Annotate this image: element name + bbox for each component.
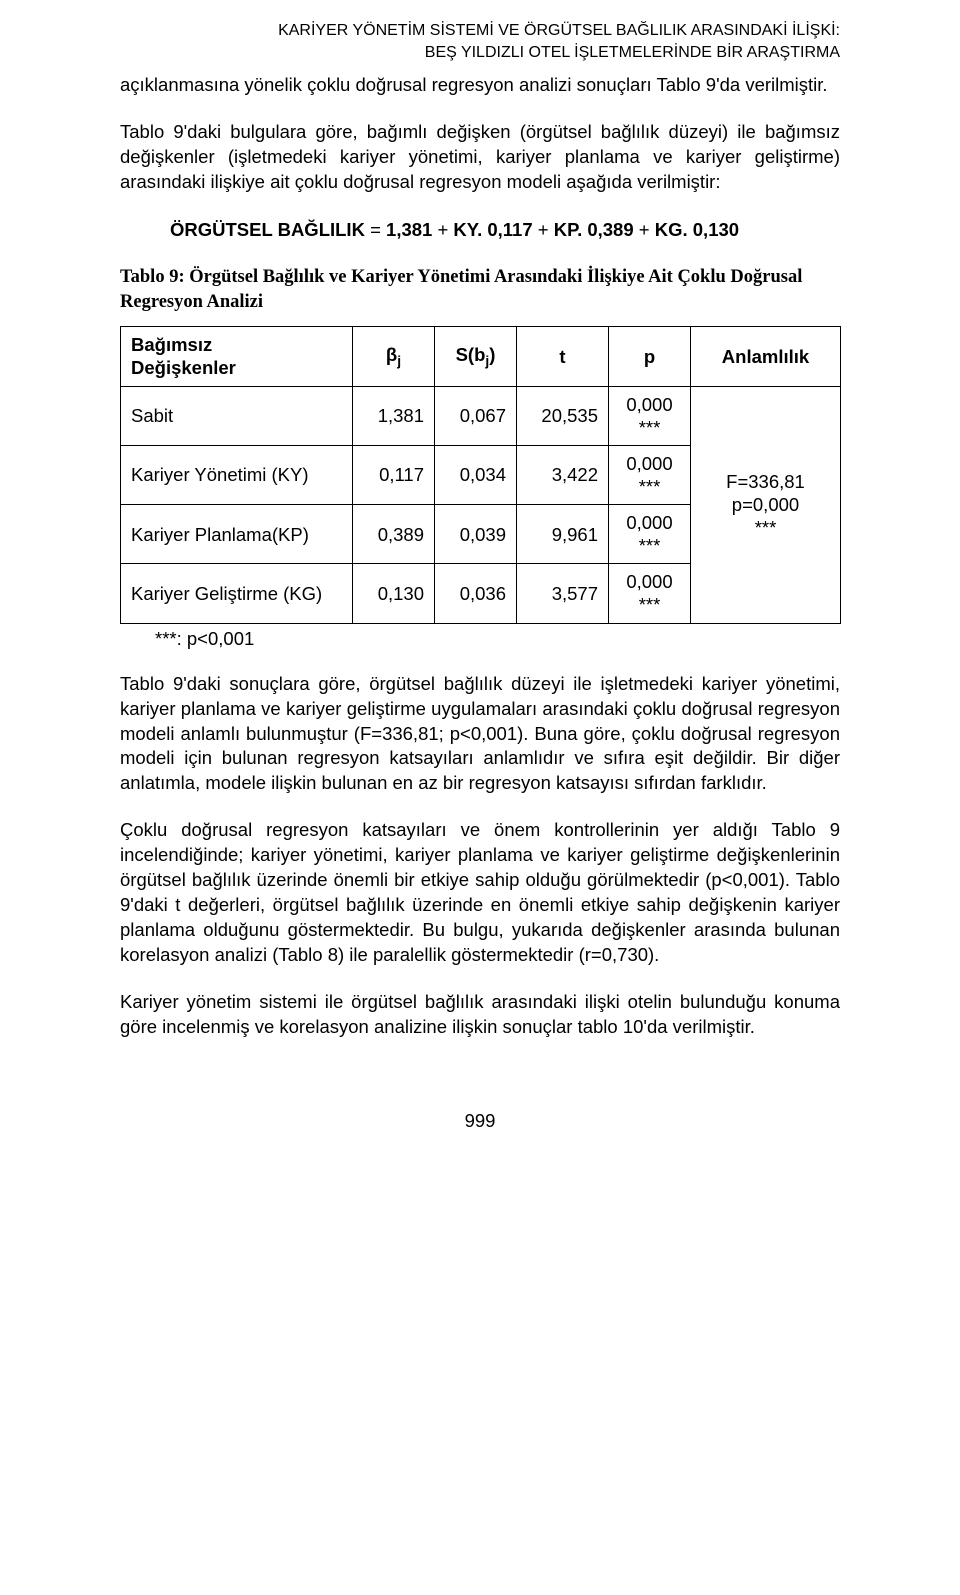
table9-col-vars: Bağımsız Değişkenler [121,327,353,386]
paragraph-2: Tablo 9'daki bulgulara göre, bağımlı değ… [120,120,840,195]
table9-col-t: t [517,327,609,386]
running-header: KARİYER YÖNETİM SİSTEMİ VE ÖRGÜTSEL BAĞL… [120,20,840,65]
table9-row-ky-p-stars: *** [639,476,661,497]
table9-row-kp-label: Kariyer Planlama(KP) [121,505,353,564]
table9-row-kp-sb: 0,039 [435,505,517,564]
table9-row-ky-p: 0,000 *** [609,445,691,504]
table9-sig-cell: F=336,81 p=0,000 *** [691,386,841,623]
table9-row-kp-beta: 0,389 [353,505,435,564]
table9-row-sabit-sb: 0,067 [435,386,517,445]
table9: Bağımsız Değişkenler βj S(bj) t p Anlaml… [120,326,841,623]
table9-sig-stars: *** [755,517,777,538]
table9-col-sb: S(bj) [435,327,517,386]
eq-coef-2: 0,389 [587,219,633,240]
eq-sep-2: . [577,219,587,240]
eq-coef-1: 0,117 [487,219,532,240]
table9-col-vars-line1: Bağımsız [131,334,212,355]
regression-equation: ÖRGÜTSEL BAĞLILIK = 1,381 + KY. 0,117 + … [170,217,840,243]
table9-row-kp-p-stars: *** [639,535,661,556]
table9-caption: Tablo 9: Örgütsel Bağlılık ve Kariyer Yö… [120,265,840,317]
paragraph-3: Tablo 9'daki sonuçlara göre, örgütsel ba… [120,672,840,797]
eq-plus-1: + [432,219,453,240]
table9-col-beta-prefix: β [386,344,397,365]
eq-coef-3: 0,130 [693,219,739,240]
table9-row-sabit-p-num: 0,000 [626,394,672,415]
paragraph-4: Çoklu doğrusal regresyon katsayıları ve … [120,818,840,968]
running-header-line2: BEŞ YILDIZLI OTEL İŞLETMELERİNDE BİR ARA… [425,44,840,61]
table9-row-kg-sb: 0,036 [435,564,517,623]
table9-row-ky-t: 3,422 [517,445,609,504]
table9-row-kg-label: Kariyer Geliştirme (KG) [121,564,353,623]
table9-col-sig: Anlamlılık [691,327,841,386]
table9-row-sabit-p: 0,000 *** [609,386,691,445]
table9-footnote: ***: p<0,001 [155,628,840,650]
table9-sig-f: F=336,81 [726,471,805,492]
table9-row-sabit: Sabit 1,381 0,067 20,535 0,000 *** F=336… [121,386,841,445]
table9-row-kg-t: 3,577 [517,564,609,623]
table9-row-kg-p: 0,000 *** [609,564,691,623]
table9-row-sabit-label: Sabit [121,386,353,445]
table9-row-sabit-p-stars: *** [639,417,661,438]
table9-row-ky-p-num: 0,000 [626,453,672,474]
eq-plus-2: + [533,219,554,240]
eq-sep-1: . [477,219,487,240]
table9-row-kp-t: 9,961 [517,505,609,564]
eq-var-3: KG [655,219,683,240]
table9-col-beta-sub: j [397,353,401,369]
table9-row-kg-p-num: 0,000 [626,571,672,592]
running-header-line1: KARİYER YÖNETİM SİSTEMİ VE ÖRGÜTSEL BAĞL… [278,22,840,39]
eq-c0: 1,381 [386,219,432,240]
table9-sig-p: p=0,000 [732,494,799,515]
table9-col-beta: βj [353,327,435,386]
paragraph-1: açıklanmasına yönelik çoklu doğrusal reg… [120,73,840,98]
table9-row-sabit-beta: 1,381 [353,386,435,445]
eq-dependent: ÖRGÜTSEL BAĞLILIK [170,219,365,240]
eq-plus-3: + [634,219,655,240]
eq-var-1: KY [453,219,477,240]
table9-col-sb-prefix: S(b [456,344,486,365]
table9-row-ky-sb: 0,034 [435,445,517,504]
table9-row-kp-p: 0,000 *** [609,505,691,564]
table9-col-sb-suffix: ) [489,344,495,365]
table9-col-vars-line2: Değişkenler [131,357,236,378]
table9-col-p: p [609,327,691,386]
eq-var-2: KP [554,219,577,240]
eq-sep-3: . [682,219,692,240]
table9-header-row: Bağımsız Değişkenler βj S(bj) t p Anlaml… [121,327,841,386]
paper-page: KARİYER YÖNETİM SİSTEMİ VE ÖRGÜTSEL BAĞL… [0,0,960,1182]
table9-row-ky-label: Kariyer Yönetimi (KY) [121,445,353,504]
table9-row-kg-beta: 0,130 [353,564,435,623]
paragraph-5: Kariyer yönetim sistemi ile örgütsel bağ… [120,990,840,1040]
table9-row-kg-p-stars: *** [639,594,661,615]
table9-row-sabit-t: 20,535 [517,386,609,445]
eq-equals: = [365,219,386,240]
table9-row-ky-beta: 0,117 [353,445,435,504]
table9-row-kp-p-num: 0,000 [626,512,672,533]
page-number: 999 [120,1110,840,1132]
